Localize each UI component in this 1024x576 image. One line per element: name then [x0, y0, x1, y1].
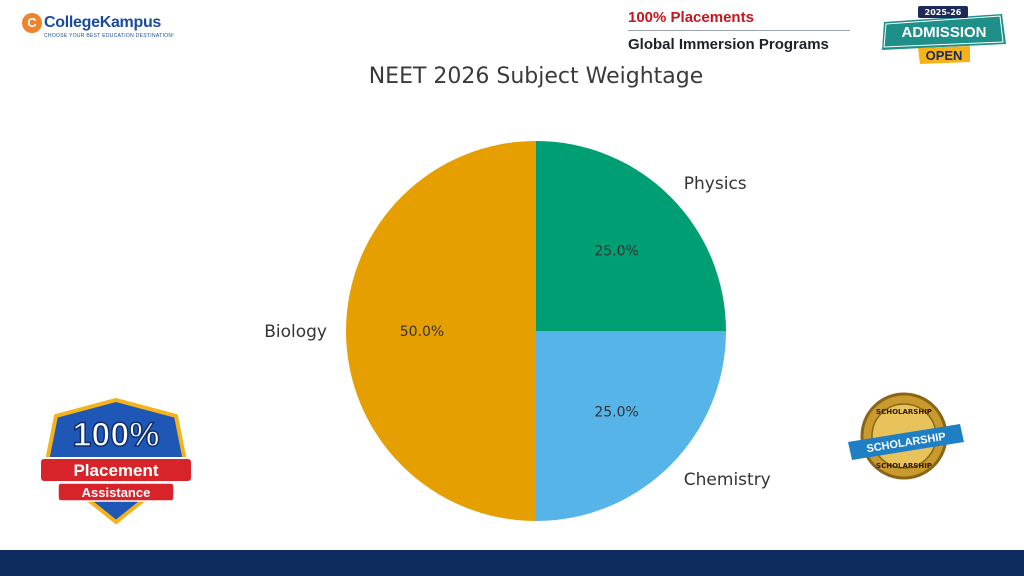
pie-pct-label-chemistry: 25.0%	[594, 405, 638, 421]
placement-word: Placement	[73, 461, 158, 480]
pie-slice-biology	[346, 141, 536, 521]
pie-slice-physics	[536, 141, 726, 331]
scholarship-top-text: SCHOLARSHIP	[876, 408, 932, 416]
assistance-word: Assistance	[82, 485, 151, 500]
scholarship-bottom-text: SCHOLARSHIP	[876, 462, 932, 470]
promo-divider	[628, 30, 850, 31]
promo-immersion: Global Immersion Programs	[628, 36, 829, 53]
admission-banner	[882, 14, 1006, 50]
pie-category-label-chemistry: Chemistry	[684, 470, 771, 490]
pie-category-label-biology: Biology	[264, 322, 327, 342]
placement-assistance-badge: 100% Placement Assistance	[39, 397, 193, 525]
scholarship-ribbon	[848, 424, 964, 460]
pie-category-label-physics: Physics	[684, 174, 747, 194]
logo-tagline: CHOOSE YOUR BEST EDUCATION DESTINATION!	[44, 33, 174, 39]
placement-percent: 100%	[73, 416, 160, 454]
open-box	[918, 46, 970, 64]
admission-open-badge: 2025-26 ADMISSION OPEN	[882, 6, 1006, 64]
placement-ribbon	[39, 457, 193, 483]
open-word: OPEN	[926, 48, 963, 63]
chart-title: NEET 2026 Subject Weightage	[368, 64, 704, 89]
admission-banner-border	[883, 15, 1004, 48]
pie-slice-chemistry	[536, 331, 726, 521]
admission-year-box	[918, 6, 968, 18]
logo-text: CollegeKampus	[44, 14, 162, 31]
admission-word: ADMISSION	[901, 24, 986, 41]
pie-pct-label-biology: 50.0%	[400, 324, 444, 340]
pie-pct-label-physics: 25.0%	[594, 243, 638, 259]
admission-year: 2025-26	[925, 8, 962, 17]
footer-bar	[0, 550, 1024, 576]
promo-panel: 100% Placements Global Immersion Program…	[628, 8, 850, 55]
assistance-ribbon	[57, 482, 175, 502]
brand-logo[interactable]: C CollegeKampus CHOOSE YOUR BEST EDUCATI…	[22, 12, 192, 40]
promo-placements: 100% Placements	[628, 9, 754, 26]
scholarship-seal-badge: SCHOLARSHIP SCHOLARSHIP SCHOLARSHIP	[848, 392, 964, 480]
logo-mark-icon: C	[22, 13, 42, 33]
